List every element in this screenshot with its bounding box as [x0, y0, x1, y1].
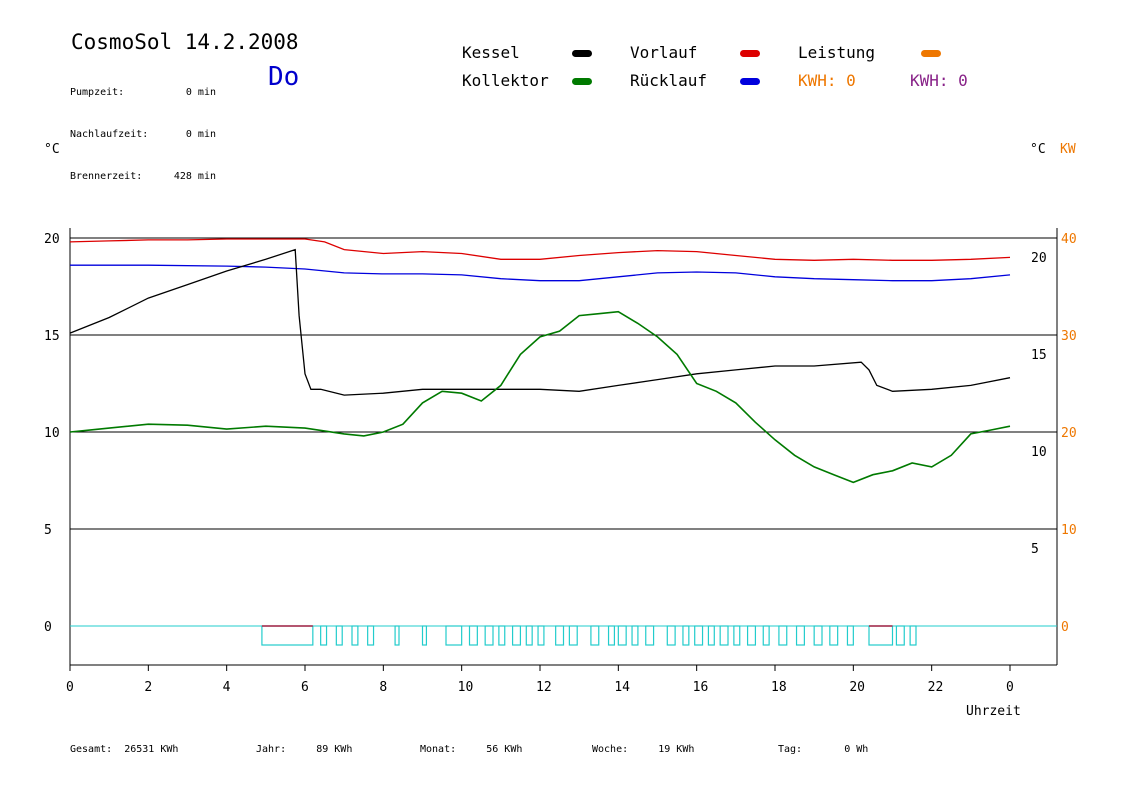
y-tick-left-5: 5	[44, 523, 52, 538]
pump-interval-36	[909, 625, 917, 646]
x-tick-label-10: 20	[849, 680, 865, 695]
pump-interval-34	[868, 625, 894, 646]
pump-interval-7	[445, 625, 463, 646]
legend-kessel-swatch	[572, 50, 592, 57]
y-tick-left-20: 20	[44, 232, 60, 247]
legend-kwh-purple: KWH: 0	[910, 71, 968, 90]
legend-kwh-leistung: KWH: 0	[798, 71, 856, 90]
y-tick-right-c-20: 20	[1031, 251, 1047, 266]
pump-interval-32	[829, 625, 839, 646]
y-tick-right-c-5: 5	[1031, 542, 1039, 557]
pump-interval-30	[795, 625, 805, 646]
footer-woche: Woche: 19 KWh	[592, 744, 695, 755]
legend-kessel-label: Kessel	[462, 43, 520, 62]
pump-interval-9	[484, 625, 494, 646]
pump-interval-18	[617, 625, 627, 646]
x-tick-label-3: 6	[301, 680, 309, 695]
x-tick-label-7: 14	[614, 680, 630, 695]
left-axis-unit: °C	[44, 142, 60, 157]
pump-interval-10	[498, 625, 506, 646]
pump-interval-28	[762, 625, 770, 646]
legend-kollektor-swatch	[572, 78, 592, 85]
legend-leistung-label: Leistung	[798, 43, 876, 62]
y-tick-right-kw-40: 40	[1061, 232, 1077, 247]
pump-interval-8	[468, 625, 478, 646]
pump-interval-29	[778, 625, 788, 646]
pump-interval-16	[590, 625, 600, 646]
x-tick-label-4: 8	[379, 680, 387, 695]
x-tick-label-5: 10	[458, 680, 474, 695]
legend-ruecklauf-swatch	[740, 78, 760, 85]
stat-pumpzeit: Pumpzeit: 0 min	[70, 87, 216, 98]
pump-interval-11	[511, 625, 522, 646]
series-line-rcklauf	[70, 264, 1011, 282]
footer-tag: Tag: 0 Wh	[778, 744, 869, 755]
x-tick-label-8: 16	[693, 680, 709, 695]
stat-nachlaufzeit: Nachlaufzeit: 0 min	[70, 129, 216, 140]
pump-interval-2	[335, 625, 343, 646]
y-tick-left-10: 10	[44, 426, 60, 441]
chart-title: CosmoSol 14.2.2008	[71, 30, 299, 54]
x-tick-label-0: 0	[66, 680, 74, 695]
pump-interval-23	[694, 625, 704, 646]
series-line-kollektor	[69, 310, 1011, 484]
y-tick-right-kw-0: 0	[1061, 620, 1069, 635]
pump-interval-4	[367, 625, 375, 646]
y-tick-right-kw-20: 20	[1061, 426, 1077, 441]
y-tick-right-c-15: 15	[1031, 348, 1047, 363]
legend-ruecklauf-label: Rücklauf	[630, 71, 708, 90]
pump-interval-0	[261, 625, 314, 646]
pump-interval-26	[733, 625, 741, 646]
weekday-label: Do	[268, 62, 300, 92]
x-tick-label-9: 18	[771, 680, 787, 695]
pump-interval-5	[394, 625, 400, 646]
x-tick-label-1: 2	[144, 680, 152, 695]
pump-interval-21	[666, 625, 676, 646]
right-axis-unit-celsius: °C	[1030, 142, 1046, 157]
pump-interval-24	[707, 625, 715, 646]
x-tick-label-11: 22	[928, 680, 944, 695]
series-line-vorlauf	[69, 238, 1011, 261]
x-tick-label-2: 4	[223, 680, 231, 695]
footer-jahr: Jahr: 89 KWh	[256, 744, 353, 755]
pump-interval-31	[813, 625, 823, 646]
y-tick-left-15: 15	[44, 329, 60, 344]
pump-interval-15	[568, 625, 578, 646]
pump-interval-13	[537, 625, 545, 646]
footer-gesamt: Gesamt: 26531 KWh	[70, 744, 179, 755]
legend-vorlauf-label: Vorlauf	[630, 43, 698, 62]
pump-interval-20	[645, 625, 655, 646]
pump-interval-3	[351, 625, 359, 646]
y-tick-right-kw-10: 10	[1061, 523, 1077, 538]
x-tick-label-6: 12	[536, 680, 552, 695]
pump-interval-12	[525, 625, 533, 646]
legend-leistung-swatch	[921, 50, 941, 57]
pump-interval-22	[682, 625, 690, 646]
y-tick-left-0: 0	[44, 620, 52, 635]
run-times: Pumpzeit: 0 min Nachlaufzeit: 0 min Brenne…	[70, 58, 216, 198]
pump-interval-27	[746, 625, 757, 646]
pump-interval-6	[421, 625, 428, 646]
pump-interval-35	[895, 625, 905, 646]
x-tick-label-12: 0	[1006, 680, 1014, 695]
right-axis-unit-kw: KW	[1060, 142, 1076, 157]
y-tick-right-kw-30: 30	[1061, 329, 1077, 344]
series-line-kessel	[69, 248, 1011, 396]
pump-interval-17	[607, 625, 616, 646]
pump-interval-1	[320, 625, 328, 646]
stat-brennerzeit: Brennerzeit: 428 min	[70, 171, 216, 182]
y-tick-right-c-10: 10	[1031, 445, 1047, 460]
footer-monat: Monat: 56 KWh	[420, 744, 523, 755]
pump-interval-19	[631, 625, 639, 646]
legend-kollektor-label: Kollektor	[462, 71, 549, 90]
pump-interval-14	[555, 625, 565, 646]
pump-interval-25	[719, 625, 729, 646]
pump-interval-33	[846, 625, 854, 646]
legend-vorlauf-swatch	[740, 50, 760, 57]
x-axis-title: Uhrzeit	[966, 704, 1021, 719]
